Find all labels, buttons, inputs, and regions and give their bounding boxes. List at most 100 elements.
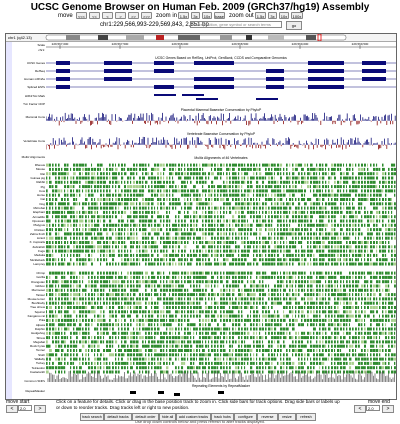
track-label-refseq[interactable]: RefSeq: [34, 69, 45, 73]
species-label[interactable]: Tetraodon: [31, 365, 45, 370]
track-label-multiz[interactable]: Multiz Alignments: [21, 155, 45, 159]
species-label[interactable]: Mouse: [35, 167, 45, 172]
alignment-block: [184, 331, 186, 335]
zoom-out-100x-button[interactable]: 100x: [291, 12, 303, 19]
search-input[interactable]: enter position, gene symbol or search te…: [190, 21, 282, 28]
track-label-mammal-cons[interactable]: Mammal Cons: [25, 115, 45, 119]
species-label[interactable]: Sloth: [38, 352, 45, 357]
species-label[interactable]: Lamprey: [33, 261, 45, 266]
move-left-button[interactable]: <<: [89, 12, 100, 19]
alignment-block: [373, 301, 375, 305]
alignment-block: [379, 318, 382, 322]
species-label[interactable]: Coelacanth: [29, 369, 45, 374]
species-label[interactable]: Horse: [36, 193, 45, 198]
species-label[interactable]: Bushbaby: [31, 301, 45, 306]
species-label[interactable]: Platypus: [33, 223, 45, 228]
go-button[interactable]: go: [286, 21, 302, 30]
track-label-repeatmasker[interactable]: RepeatMasker: [25, 389, 45, 393]
species-label[interactable]: Squirrel: [34, 309, 45, 314]
chromosome-ideogram[interactable]: chr1 (q42.13): [6, 34, 396, 42]
species-label[interactable]: Opossum: [32, 218, 45, 223]
species-label[interactable]: X. tropicalis: [29, 240, 45, 245]
species-label[interactable]: Cow: [38, 188, 45, 193]
species-label[interactable]: Rat: [40, 171, 45, 176]
track-label-ucsc-genes[interactable]: UCSC Genes: [26, 61, 45, 65]
species-label[interactable]: Rabbit: [36, 180, 45, 185]
species-label[interactable]: Chicken: [34, 227, 45, 232]
alignment-block: [361, 249, 363, 253]
species-label[interactable]: Tenrec: [35, 348, 45, 353]
species-label[interactable]: Shrew: [36, 335, 45, 340]
move-right-button[interactable]: >>: [128, 12, 139, 19]
alignment-block: [280, 245, 283, 249]
alignment-block: [226, 258, 229, 262]
track-label-scale[interactable]: Scale: [37, 43, 45, 47]
alignment-block: [175, 202, 178, 206]
species-label[interactable]: Dolphin: [34, 326, 45, 331]
species-label[interactable]: Dog: [39, 201, 45, 206]
track-label-human-mrna[interactable]: Human mRNAs: [24, 77, 45, 81]
alignment-block: [274, 172, 276, 176]
alignment-block: [148, 236, 150, 240]
alignment-block: [367, 219, 370, 223]
alignment-block: [58, 310, 61, 314]
species-label[interactable]: Microbat: [33, 206, 45, 210]
species-label[interactable]: Armadillo: [32, 214, 45, 219]
species-label[interactable]: Cat: [40, 197, 45, 202]
alignment-block: [337, 232, 339, 236]
species-label[interactable]: Lizard: [36, 236, 45, 241]
zoom-in-base-button[interactable]: base: [214, 12, 225, 19]
alignment-block: [253, 288, 255, 292]
species-label[interactable]: Guinea pig: [30, 175, 45, 180]
species-label[interactable]: Stickleback: [29, 257, 45, 262]
track-label-spliced-est[interactable]: Spliced ESTs: [27, 85, 45, 89]
alignment-block: [145, 262, 147, 266]
track-labels[interactable]: Scale chr1: UCSC Genes RefSeq Human mRNAs Spl…: [13, 42, 45, 399]
track-label-h3k27ac[interactable]: H3K27Ac Mark: [24, 94, 45, 98]
zoom-in-1-5x-button[interactable]: 1.5x: [178, 12, 189, 19]
species-label[interactable]: Tree shrew: [30, 305, 45, 310]
zoom-out-3x-button[interactable]: 3x: [268, 12, 277, 19]
species-label[interactable]: Gibbon: [35, 283, 45, 288]
species-label[interactable]: Mouse lemur: [27, 296, 45, 301]
track-label-snp[interactable]: Common SNPs: [24, 379, 45, 383]
species-label[interactable]: Tarsier: [35, 292, 45, 297]
alignment-block: [109, 288, 111, 292]
move-far-right-button[interactable]: >>>: [141, 12, 152, 19]
zoom-in-10x-button[interactable]: 10x: [202, 12, 212, 19]
species-label[interactable]: Orangutan: [30, 279, 45, 284]
species-label[interactable]: Zebra finch: [29, 231, 45, 236]
track-image[interactable]: chr1 (q42.13) Scale chr1: UCSC Genes RefSeq…: [5, 33, 397, 400]
move-far-left-button[interactable]: <<<: [76, 12, 87, 19]
species-label[interactable]: Medaka: [34, 253, 45, 258]
species-label[interactable]: Pig: [40, 184, 45, 189]
species-label[interactable]: Fugu: [38, 249, 45, 253]
species-label[interactable]: Zebrafish: [32, 244, 45, 249]
move-step-left-button[interactable]: <: [102, 12, 113, 19]
species-label[interactable]: Hedgehog: [31, 331, 45, 336]
track-label-txn[interactable]: Txn Factor ChIP: [23, 102, 45, 106]
species-label[interactable]: Alpaca: [35, 322, 45, 327]
alignment-block: [289, 219, 291, 223]
move-step-right-button[interactable]: >: [115, 12, 126, 19]
species-label[interactable]: Megabat: [33, 339, 45, 344]
species-label[interactable]: Pika: [39, 318, 45, 323]
species-label[interactable]: Wallaby: [34, 357, 45, 361]
track-data-area[interactable]: 229,567,000 229,567,500 229,568,000 229,568…: [46, 42, 396, 399]
species-label[interactable]: Gorilla: [36, 275, 45, 280]
species-label[interactable]: Kangaroo rat: [27, 314, 45, 318]
species-label[interactable]: Turkey: [35, 361, 45, 366]
species-label[interactable]: Rock hyrax: [29, 344, 45, 349]
track-sidebar[interactable]: [6, 42, 12, 399]
track-label-chr[interactable]: chr1:: [38, 48, 45, 52]
alignment-block: [220, 340, 223, 344]
species-label[interactable]: Chimp: [36, 271, 45, 275]
species-label[interactable]: Rhesus: [34, 163, 45, 167]
zoom-out-1-5x-button[interactable]: 1.5x: [255, 12, 266, 19]
zoom-out-10x-button[interactable]: 10x: [279, 12, 289, 19]
species-label[interactable]: Elephant: [33, 210, 45, 215]
alignment-block: [355, 253, 358, 257]
track-label-vertebrate-cons[interactable]: Vertebrate Cons: [23, 139, 45, 143]
species-label[interactable]: Marmoset: [31, 288, 45, 293]
zoom-in-3x-button[interactable]: 3x: [191, 12, 200, 19]
